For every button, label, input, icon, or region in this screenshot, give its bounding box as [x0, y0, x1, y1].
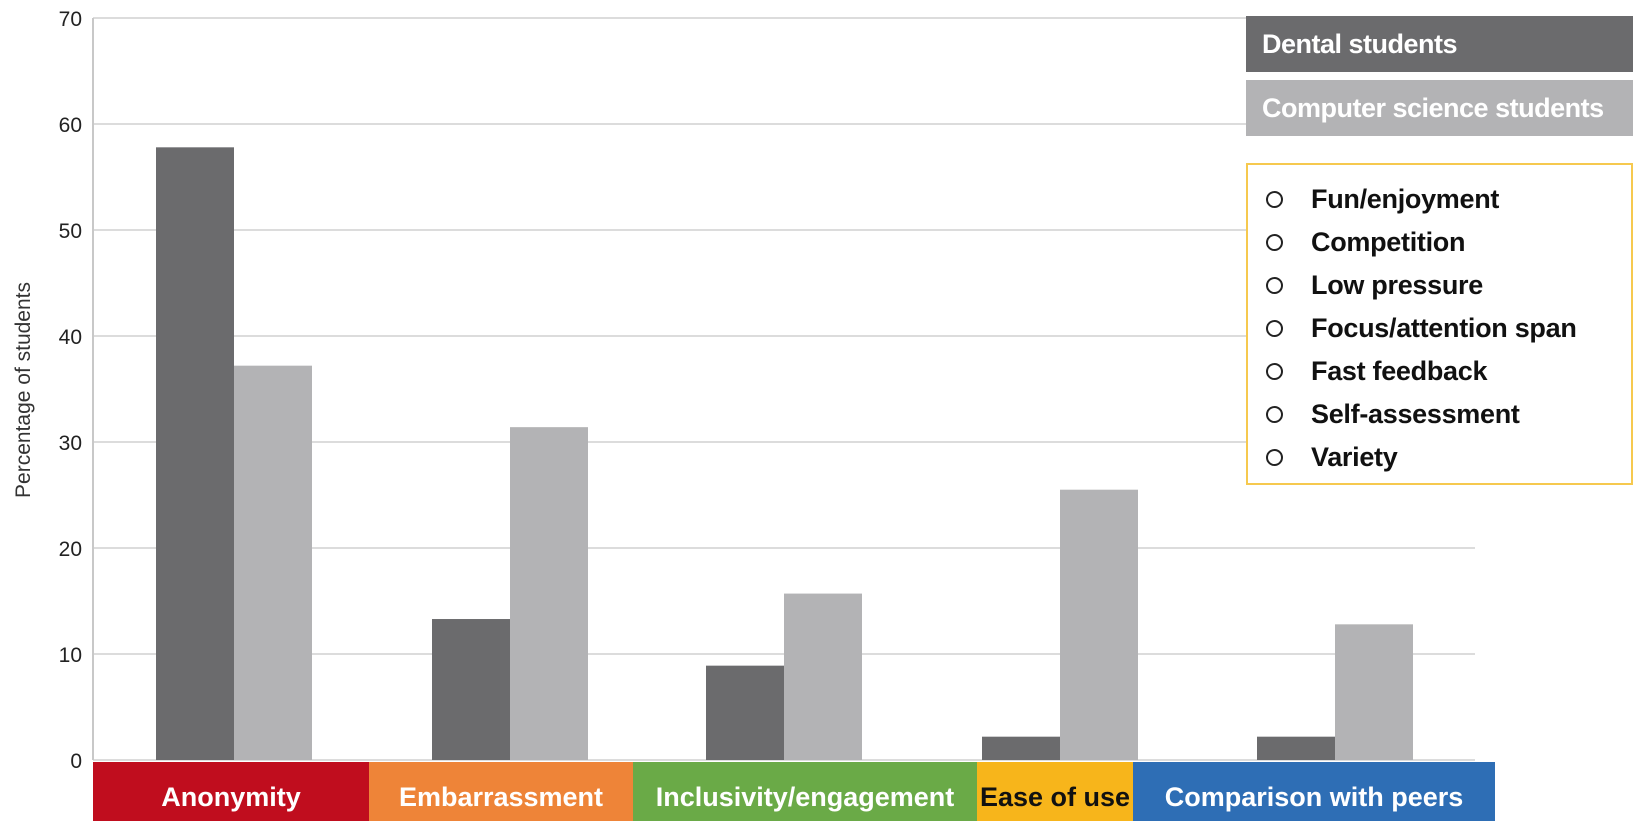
bar-series-2 — [784, 593, 862, 760]
y-tick-label: 60 — [59, 114, 82, 137]
bar-series-1 — [432, 619, 510, 760]
y-tick-label: 10 — [59, 644, 82, 667]
legend-label-series-1: Dental students — [1262, 28, 1458, 59]
circle-bullet-icon — [1266, 276, 1283, 294]
legend-item-series-2: Computer science students — [1246, 80, 1633, 136]
bar-series-1 — [156, 147, 234, 760]
bar-series-2 — [1335, 624, 1413, 760]
bar-series-2 — [234, 365, 312, 760]
bar-series-2 — [510, 427, 588, 760]
benefit-item: Fast feedback — [1264, 351, 1487, 391]
y-tick-label: 70 — [59, 8, 82, 31]
category-band — [93, 762, 369, 821]
benefit-label: Fast feedback — [1311, 355, 1488, 386]
benefit-label: Self-assessment — [1311, 398, 1520, 429]
y-tick-label: 40 — [59, 326, 82, 349]
circle-bullet-icon — [1266, 448, 1283, 466]
y-axis-label: Percentage of students — [12, 282, 35, 498]
benefit-label: Competition — [1311, 226, 1466, 257]
benefits-box: Fun/enjoyment Competition Low pressure F… — [1246, 163, 1633, 485]
y-tick-label: 20 — [59, 538, 82, 561]
circle-bullet-icon — [1266, 319, 1283, 337]
category-band — [1133, 762, 1495, 821]
benefit-item: Variety — [1264, 437, 1398, 477]
benefit-item: Focus/attention span — [1264, 308, 1577, 348]
bar-series-1 — [706, 665, 784, 760]
y-tick-label: 50 — [59, 220, 82, 243]
x-tick-label: Embarrassment — [399, 782, 603, 812]
category-band — [977, 762, 1133, 821]
x-tick-label: Anonymity — [161, 782, 301, 812]
benefit-label: Focus/attention span — [1311, 312, 1577, 343]
y-tick-label: 0 — [70, 750, 82, 773]
benefit-label: Low pressure — [1311, 269, 1483, 300]
bar-series-2 — [1060, 489, 1138, 760]
benefit-item: Self-assessment — [1264, 394, 1520, 434]
legend-label-series-2: Computer science students — [1262, 92, 1604, 123]
benefit-item: Competition — [1264, 222, 1465, 262]
circle-bullet-icon — [1266, 362, 1283, 380]
x-tick-label: Inclusivity/engagement — [656, 782, 955, 812]
y-tick-label: 30 — [59, 432, 82, 455]
circle-bullet-icon — [1266, 405, 1283, 423]
circle-bullet-icon — [1266, 233, 1283, 251]
benefit-label: Variety — [1311, 441, 1398, 472]
circle-bullet-icon — [1266, 190, 1283, 208]
category-band — [369, 762, 633, 821]
legend-item-series-1: Dental students — [1246, 16, 1633, 72]
category-band — [633, 762, 977, 821]
benefit-item: Fun/enjoyment — [1264, 179, 1499, 219]
bar-series-1 — [1257, 736, 1335, 760]
x-tick-label: Ease of use — [980, 782, 1130, 812]
benefit-label: Fun/enjoyment — [1311, 183, 1500, 214]
bar-series-1 — [982, 736, 1060, 760]
benefit-item: Low pressure — [1264, 265, 1483, 305]
x-tick-label: Comparison with peers — [1165, 782, 1464, 812]
